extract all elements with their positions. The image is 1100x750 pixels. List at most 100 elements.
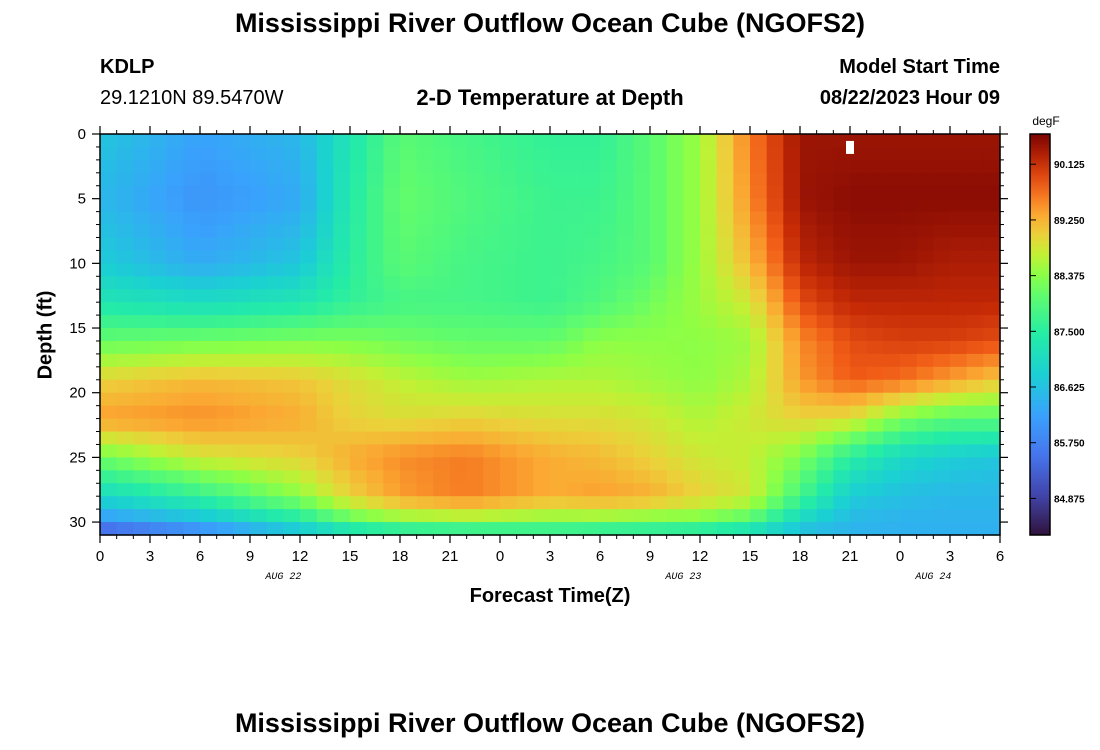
heatmap-cell <box>500 431 518 446</box>
heatmap-cell <box>566 509 584 523</box>
heatmap-cell <box>850 224 868 239</box>
heatmap-cell <box>233 522 251 536</box>
heatmap-cell <box>950 328 968 342</box>
heatmap-cell <box>583 250 601 264</box>
heatmap-cell <box>450 250 468 264</box>
heatmap-cell <box>216 263 234 277</box>
heatmap-cell <box>516 250 534 264</box>
heatmap-cell <box>400 340 418 355</box>
heatmap-cell <box>983 496 1001 510</box>
heatmap-cell <box>533 379 551 394</box>
heatmap-cell <box>600 159 618 174</box>
heatmap-cell <box>833 405 851 420</box>
heatmap-cell <box>733 302 751 316</box>
heatmap-cell <box>766 211 784 226</box>
heatmap-cell <box>833 315 851 329</box>
heatmap-cell <box>900 134 918 148</box>
heatmap-cell <box>483 418 501 433</box>
heatmap-cell <box>350 237 368 252</box>
heatmap-cell <box>400 211 418 226</box>
heatmap-cell <box>550 444 568 458</box>
heatmap-cell <box>583 185 601 200</box>
heatmap-cell <box>500 379 518 394</box>
heatmap-cell <box>683 340 701 355</box>
heatmap-cell <box>416 198 434 213</box>
heatmap-cell <box>600 146 618 161</box>
heatmap-cell <box>933 159 951 174</box>
heatmap-cell <box>900 483 918 497</box>
heatmap-cell <box>750 134 768 148</box>
heatmap-cell <box>466 444 484 458</box>
heatmap-cell <box>783 237 801 252</box>
heatmap-cell <box>100 159 118 174</box>
heatmap-cell <box>233 146 251 161</box>
heatmap-cell <box>950 418 968 433</box>
heatmap-cell <box>666 509 684 523</box>
x-tick-label: 0 <box>896 548 904 565</box>
heatmap-cell <box>783 328 801 342</box>
heatmap-cell <box>533 405 551 420</box>
heatmap-cell <box>383 496 401 510</box>
heatmap-cell <box>933 340 951 355</box>
heatmap-cell <box>533 237 551 252</box>
heatmap-cell <box>533 392 551 407</box>
heatmap-cell <box>133 263 151 277</box>
heatmap-cell <box>183 328 201 342</box>
heatmap-cell <box>900 379 918 394</box>
heatmap-cell <box>300 289 318 303</box>
heatmap-cell <box>900 509 918 523</box>
heatmap-cell <box>650 146 668 161</box>
heatmap-cell <box>316 289 334 303</box>
heatmap-cell <box>966 522 984 536</box>
heatmap-cell <box>166 237 184 252</box>
heatmap-cell <box>233 483 251 497</box>
heatmap-cell <box>400 172 418 187</box>
heatmap-cell <box>966 159 984 174</box>
heatmap-cell <box>583 522 601 536</box>
heatmap-cell <box>900 522 918 536</box>
heatmap-cell <box>183 250 201 264</box>
heatmap-cell <box>183 353 201 368</box>
heatmap-cell <box>750 146 768 161</box>
heatmap-cell <box>450 457 468 471</box>
heatmap-cell <box>350 431 368 446</box>
heatmap-cell <box>933 379 951 394</box>
heatmap-cell <box>950 366 968 381</box>
heatmap-cell <box>216 134 234 148</box>
heatmap-cell <box>383 457 401 471</box>
heatmap-cell <box>466 263 484 277</box>
heatmap-cell <box>383 366 401 381</box>
heatmap-cell <box>866 172 884 187</box>
heatmap-cell <box>716 263 734 277</box>
heatmap-cell <box>200 172 218 187</box>
heatmap-cell <box>950 263 968 277</box>
heatmap-cell <box>833 379 851 394</box>
heatmap-cell <box>850 328 868 342</box>
heatmap-cell <box>866 457 884 471</box>
heatmap-cell <box>100 496 118 510</box>
heatmap-cell <box>116 134 134 148</box>
heatmap-cell <box>850 509 868 523</box>
heatmap-cell <box>200 457 218 471</box>
heatmap-cell <box>866 276 884 290</box>
heatmap-cell <box>500 289 518 303</box>
heatmap-cell <box>883 146 901 161</box>
heatmap-cell <box>133 224 151 239</box>
heatmap-cell <box>683 392 701 407</box>
heatmap-cell <box>283 159 301 174</box>
heatmap-cell <box>666 457 684 471</box>
heatmap-cell <box>500 159 518 174</box>
heatmap-cell <box>166 470 184 484</box>
heatmap-cell <box>333 302 351 316</box>
heatmap-cell <box>383 134 401 148</box>
heatmap-cell <box>983 431 1001 446</box>
heatmap-cell <box>483 211 501 226</box>
heatmap-cell <box>316 522 334 536</box>
heatmap-cell <box>300 522 318 536</box>
heatmap-cell <box>716 159 734 174</box>
heatmap-cell <box>250 418 268 433</box>
heatmap-cell <box>716 418 734 433</box>
heatmap-cell <box>650 353 668 368</box>
heatmap-cell <box>350 224 368 239</box>
heatmap-cell <box>366 172 384 187</box>
